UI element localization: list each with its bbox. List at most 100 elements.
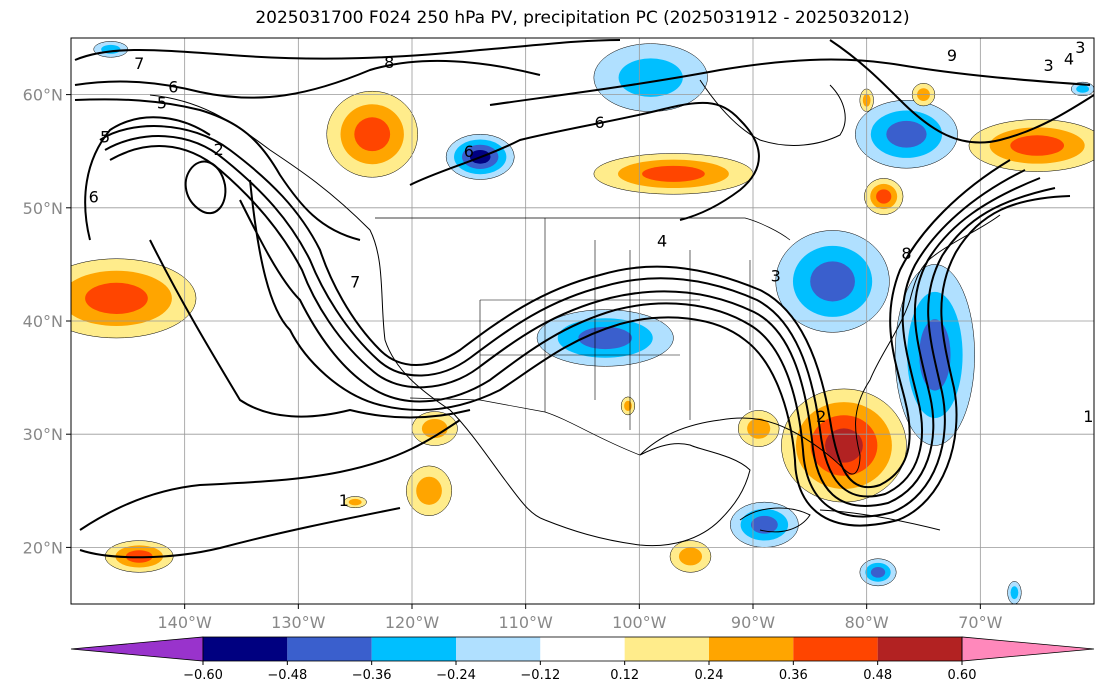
contour-label-5: 6 bbox=[89, 187, 99, 206]
map-title: 2025031700 F024 250 hPa PV, precipitatio… bbox=[255, 8, 910, 28]
lat-label-50: 50°N bbox=[23, 199, 63, 218]
contour-label-12: 1 bbox=[339, 491, 349, 510]
colorbar-segment-4 bbox=[540, 637, 625, 661]
contour-label-10: 3 bbox=[771, 267, 781, 286]
precip-southeast-positive-level-3 bbox=[825, 428, 863, 463]
axis-ticks: 60°N 50°N 40°N 30°N 20°N 140°W 130°W 120°W 110°W… bbox=[23, 86, 1003, 632]
precip-great-lakes-negative-level-2 bbox=[810, 261, 855, 302]
contour-label-0: 7 bbox=[134, 54, 144, 73]
contour-label-9: 4 bbox=[657, 232, 667, 251]
lon-label-110: 110°W bbox=[498, 613, 553, 632]
precip-arctic-neg-level-1 bbox=[1076, 85, 1090, 93]
colorbar-label-4: −0.12 bbox=[520, 668, 560, 683]
hudson-bay bbox=[699, 79, 846, 146]
pv-contour-1-south bbox=[79, 507, 401, 559]
contour-label-8: 6 bbox=[594, 113, 604, 132]
precip-atlantic-small-level-1 bbox=[1010, 586, 1019, 600]
lat-label-30: 30°N bbox=[23, 425, 63, 444]
pv-contour-5 bbox=[249, 179, 1071, 527]
precip-quebec-negative-level-2 bbox=[886, 120, 927, 148]
lat-label-20: 20°N bbox=[23, 538, 63, 557]
colorbar-label-8: 0.48 bbox=[863, 668, 892, 683]
colorbar-label-3: −0.24 bbox=[436, 668, 476, 683]
pv-contour-north-7 bbox=[74, 39, 621, 61]
contour-label-6: 2 bbox=[214, 140, 224, 159]
colorbar-label-7: 0.36 bbox=[779, 668, 808, 683]
pv-contour-6-left bbox=[84, 116, 211, 241]
lon-label-100: 100°W bbox=[612, 613, 667, 632]
contour-label-19: 8 bbox=[901, 244, 911, 263]
contour-label-18: 1 bbox=[1083, 407, 1093, 426]
precip-nw-pacific-low-level-2 bbox=[85, 282, 148, 314]
precip-bc-coast-level-2 bbox=[354, 117, 391, 152]
pv-contour-6-central bbox=[409, 101, 760, 221]
contour-label-11: 2 bbox=[816, 407, 826, 426]
north-america-west-coast bbox=[149, 94, 546, 521]
contour-label-17: 9 bbox=[947, 46, 957, 65]
colorbar-segment-2 bbox=[371, 637, 456, 661]
colorbar-label-1: −0.48 bbox=[267, 668, 307, 683]
lat-label-40: 40°N bbox=[23, 312, 63, 331]
contour-label-3: 5 bbox=[157, 94, 167, 113]
precip-ontario-warm-level-2 bbox=[876, 189, 892, 204]
pv-contour-3 bbox=[109, 145, 1041, 507]
coastlines-and-borders bbox=[149, 79, 1001, 547]
lat-label-60: 60°N bbox=[23, 86, 63, 105]
colorbar-segment-7 bbox=[793, 637, 878, 661]
colorbar-segment-5 bbox=[624, 637, 709, 661]
lon-label-80: 80°W bbox=[845, 613, 889, 632]
contour-label-13: 7 bbox=[350, 272, 360, 291]
gulf-coast bbox=[544, 417, 791, 547]
pv-contour-north-6 bbox=[74, 59, 541, 99]
pv-contour-outer bbox=[149, 239, 471, 419]
colorbar-segment-0 bbox=[203, 637, 288, 661]
cuba bbox=[819, 509, 941, 531]
colorbar-label-5: 0.12 bbox=[610, 668, 639, 683]
pv-contour-2-loop bbox=[184, 160, 227, 215]
precip-manitoba-warm-level-2 bbox=[642, 165, 705, 182]
pv-contour-west-trough bbox=[99, 125, 1011, 489]
precip-hudson-north-level-1 bbox=[618, 58, 683, 97]
precip-texas-small-level-1 bbox=[624, 400, 632, 412]
us-canada-border bbox=[375, 217, 791, 241]
colorbar-label-2: −0.36 bbox=[352, 668, 392, 683]
colorbar-segment-1 bbox=[287, 637, 372, 661]
colorbar-outline bbox=[202, 636, 963, 662]
colorbar-label-6: 0.24 bbox=[695, 668, 724, 683]
lon-label-90: 90°W bbox=[731, 613, 775, 632]
colorbar-extend-max bbox=[961, 636, 1095, 662]
florida-and-east-coast bbox=[789, 214, 1001, 475]
pv-contour-1 bbox=[79, 419, 461, 531]
precip-caribbean-negative-level-2 bbox=[870, 566, 886, 578]
yucatan bbox=[739, 507, 811, 533]
colorbar-segment-8 bbox=[877, 637, 962, 661]
pv-contour-4 bbox=[239, 187, 1056, 518]
colorbar-label-0: −0.60 bbox=[183, 668, 223, 683]
contour-label-1: 8 bbox=[384, 53, 394, 72]
precip-pacific-small-level-1 bbox=[348, 498, 362, 506]
precip-plains-negative-level-2 bbox=[578, 326, 633, 350]
colorbar-extend-min bbox=[70, 636, 204, 662]
pv-contour-2 bbox=[104, 135, 1026, 498]
pv-contours bbox=[74, 39, 1094, 559]
contour-label-14: 3 bbox=[1043, 56, 1053, 75]
precip-baja-blob-level-1 bbox=[416, 476, 442, 505]
us-mexico-border bbox=[409, 397, 641, 456]
colorbar-segment-6 bbox=[709, 637, 794, 661]
precip-mexico-warm-level-1 bbox=[678, 547, 703, 566]
contour-label-16: 3 bbox=[1075, 38, 1085, 57]
pv-contour-northeast bbox=[829, 39, 1094, 144]
pv-contour-8-north bbox=[489, 58, 1091, 106]
pv-contour-north-5 bbox=[74, 98, 361, 241]
contour-label-4: 5 bbox=[100, 127, 110, 146]
contour-label-2: 6 bbox=[168, 78, 178, 97]
lon-label-140: 140°W bbox=[157, 613, 212, 632]
lon-label-70: 70°W bbox=[958, 613, 1002, 632]
lon-label-120: 120°W bbox=[385, 613, 440, 632]
colorbar: −0.60 −0.48 −0.36 −0.24 −0.12 0.12 0.24 0.36 0.4… bbox=[70, 636, 1095, 683]
contour-label-15: 4 bbox=[1064, 49, 1074, 68]
precip-yucatan-negative-level-2 bbox=[750, 515, 778, 534]
